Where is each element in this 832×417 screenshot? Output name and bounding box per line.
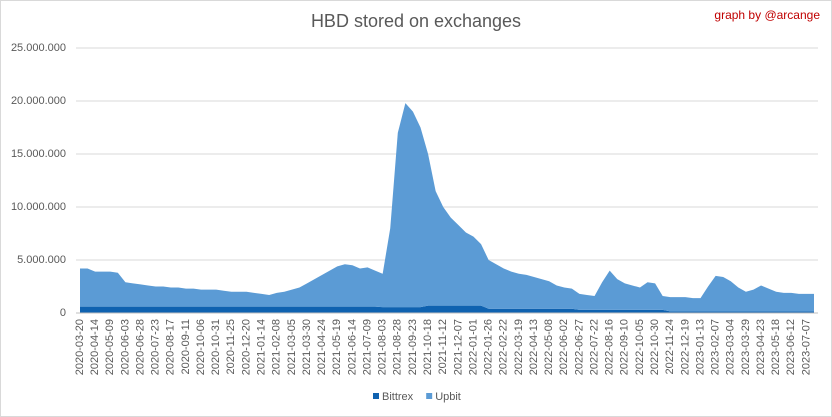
x-tick-label: 2023-07-07 xyxy=(800,319,812,375)
x-tick-label: 2020-12-20 xyxy=(240,319,252,375)
x-tick-label: 2021-05-19 xyxy=(331,319,343,375)
x-tick-label: 2020-10-06 xyxy=(195,319,207,375)
x-tick-label: 2022-10-30 xyxy=(649,319,661,375)
x-tick-label: 2022-06-27 xyxy=(573,319,585,375)
x-tick-label: 2021-06-14 xyxy=(346,319,358,375)
x-tick-label: 2020-11-25 xyxy=(225,319,237,374)
x-tick-label: 2021-03-05 xyxy=(286,319,298,375)
area xyxy=(80,103,814,312)
x-tick-label: 2021-11-12 xyxy=(437,319,449,374)
x-tick-label: 2023-05-18 xyxy=(770,319,782,375)
x-tick-label: 2020-10-31 xyxy=(210,319,222,375)
y-tick-label: 10.000.000 xyxy=(11,201,66,213)
x-tick-label: 2022-11-24 xyxy=(664,319,676,374)
x-tick-label: 2022-05-08 xyxy=(543,319,555,375)
x-tick-label: 2021-08-03 xyxy=(377,319,389,375)
y-tick-label: 0 xyxy=(60,307,66,319)
x-tick-label: 2021-02-08 xyxy=(271,319,283,375)
area xyxy=(80,305,814,313)
x-tick-label: 2022-07-22 xyxy=(588,319,600,375)
x-tick-label: 2020-04-14 xyxy=(89,319,101,375)
x-tick-label: 2021-09-23 xyxy=(407,319,419,375)
y-tick-label: 25.000.000 xyxy=(11,42,66,54)
x-tick-label: 2021-07-09 xyxy=(361,319,373,375)
x-tick-label: 2022-06-02 xyxy=(558,319,570,375)
y-tick-label: 5.000.000 xyxy=(17,254,66,266)
legend-swatch xyxy=(373,393,379,399)
x-tick-label: 2023-06-12 xyxy=(785,319,797,375)
x-tick-label: 2022-03-19 xyxy=(513,319,525,375)
x-tick-label: 2022-01-01 xyxy=(467,319,479,375)
x-tick-label: 2022-04-13 xyxy=(528,319,540,375)
y-tick-label: 15.000.000 xyxy=(11,148,66,160)
x-tick-label: 2021-12-07 xyxy=(452,319,464,375)
x-tick-label: 2022-08-16 xyxy=(604,319,616,375)
x-tick-label: 2023-04-23 xyxy=(755,319,767,375)
x-tick-label: 2022-01-26 xyxy=(483,319,495,375)
x-tick-label: 2020-08-17 xyxy=(165,319,177,375)
x-tick-label: 2022-10-05 xyxy=(634,319,646,375)
x-tick-label: 2020-06-03 xyxy=(119,319,131,375)
x-tick-label: 2023-02-07 xyxy=(710,319,722,375)
x-tick-label: 2020-05-09 xyxy=(104,319,116,375)
annotation: graph by @arcange xyxy=(714,8,820,22)
chart-title: HBD stored on exchanges xyxy=(311,11,521,31)
x-tick-label: 2020-07-23 xyxy=(150,319,162,375)
x-tick-label: 2021-08-28 xyxy=(392,319,404,375)
x-tick-label: 2022-12-19 xyxy=(679,319,691,375)
x-tick-label: 2021-01-14 xyxy=(256,319,268,375)
legend-label: Upbit xyxy=(435,391,461,403)
x-tick-label: 2021-10-18 xyxy=(422,319,434,375)
x-tick-label: 2021-03-30 xyxy=(301,319,313,375)
legend-label: Bittrex xyxy=(382,391,414,403)
x-tick-label: 2021-04-24 xyxy=(316,319,328,375)
x-tick-label: 2023-01-13 xyxy=(694,319,706,375)
x-tick-label: 2022-09-10 xyxy=(619,319,631,375)
x-tick-label: 2020-03-20 xyxy=(74,319,86,375)
x-tick-label: 2023-03-04 xyxy=(725,319,737,375)
legend-swatch xyxy=(426,393,433,399)
y-tick-label: 20.000.000 xyxy=(11,95,66,107)
x-tick-label: 2022-02-22 xyxy=(498,319,510,375)
x-tick-label: 2023-03-29 xyxy=(740,319,752,375)
x-tick-label: 2020-06-28 xyxy=(134,319,146,375)
x-tick-label: 2020-09-11 xyxy=(180,319,192,374)
